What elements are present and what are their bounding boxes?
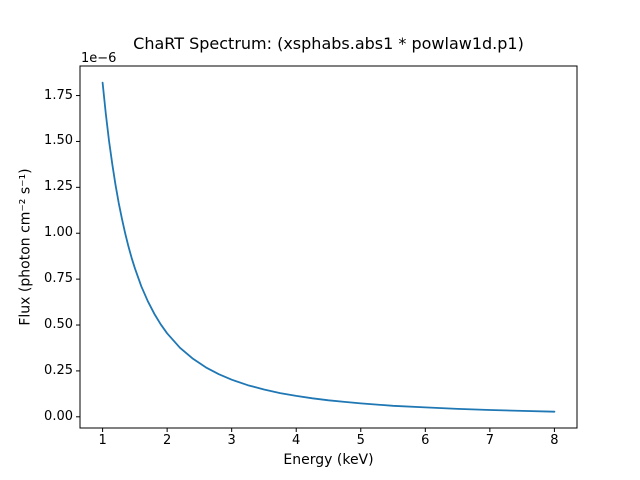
x-tick-label: 6 — [421, 433, 430, 448]
y-tick-label: 0.25 — [44, 362, 73, 378]
y-axis-offset-text: 1e−6 — [81, 51, 117, 66]
x-axis-label: Energy (keV) — [283, 452, 374, 468]
x-tick-label: 3 — [227, 433, 236, 448]
chart-title: ChaRT Spectrum: (xsphabs.abs1 * powlaw1d… — [133, 34, 524, 53]
axes-frame — [79, 65, 578, 429]
x-tick-label: 1 — [98, 433, 107, 448]
x-tick-label: 2 — [162, 433, 172, 448]
y-tick-label: 1.50 — [44, 133, 73, 149]
x-tick-label: 4 — [292, 433, 301, 448]
y-tick-label: 0.50 — [44, 317, 73, 332]
y-tick-label: 1.75 — [44, 87, 73, 103]
y-tick-label: 1.00 — [44, 225, 73, 241]
y-tick-label: 1.25 — [44, 179, 73, 195]
x-tick-label: 5 — [356, 433, 365, 448]
y-tick-label: 0.00 — [44, 408, 73, 424]
spectrum-line — [101, 81, 556, 413]
y-tick-label: 0.75 — [44, 271, 73, 287]
x-tick-label: 8 — [550, 433, 559, 448]
x-tick-label: 7 — [485, 433, 495, 448]
